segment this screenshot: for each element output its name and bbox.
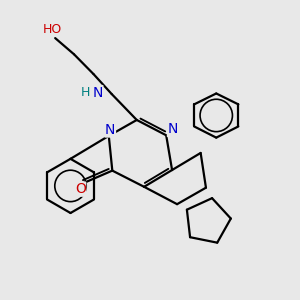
Text: N: N <box>167 122 178 136</box>
Text: H: H <box>81 86 91 99</box>
Text: N: N <box>105 123 116 137</box>
Text: O: O <box>75 182 86 196</box>
Text: HO: HO <box>43 23 62 36</box>
Text: N: N <box>92 85 103 100</box>
